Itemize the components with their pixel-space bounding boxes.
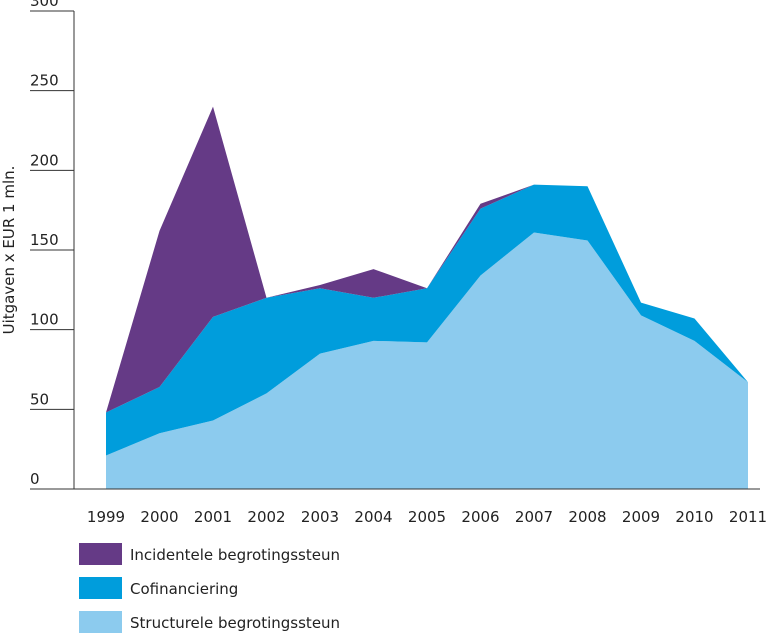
- legend-label: Cofinanciering: [130, 580, 238, 598]
- y-tick-label: 0: [30, 470, 40, 488]
- x-tick-label: 2002: [247, 508, 285, 526]
- legend-label: Incidentele begrotingssteun: [130, 546, 340, 564]
- x-tick-label: 2000: [140, 508, 178, 526]
- y-tick-label: 50: [30, 390, 49, 408]
- area: [106, 184, 748, 456]
- x-tick-label: 2003: [301, 508, 339, 526]
- area: [106, 232, 748, 489]
- x-tick-label: 2004: [354, 508, 392, 526]
- x-tick-label: 2001: [194, 508, 232, 526]
- x-tick-label: 2010: [675, 508, 713, 526]
- area: [106, 106, 748, 413]
- y-tick-label: 250: [30, 72, 59, 90]
- x-tick-label: 2005: [408, 508, 446, 526]
- x-tick-label: 2008: [568, 508, 606, 526]
- legend-label: Structurele begrotingssteun: [130, 614, 340, 632]
- x-tick-label: 1999: [87, 508, 125, 526]
- x-tick-label: 2006: [461, 508, 499, 526]
- y-tick-label: 200: [30, 151, 59, 169]
- y-axis-label: Uitgaven x EUR 1 mln.: [0, 166, 18, 335]
- x-tick-label: 2009: [622, 508, 660, 526]
- x-tick-label: 2011: [729, 508, 767, 526]
- legend-swatch: [79, 577, 122, 599]
- y-tick-label: 300: [30, 0, 59, 10]
- legend-swatch: [79, 543, 122, 565]
- y-tick-label: 100: [30, 311, 59, 329]
- legend-swatch: [79, 611, 122, 633]
- x-tick-label: 2007: [515, 508, 553, 526]
- y-tick-label: 150: [30, 231, 59, 249]
